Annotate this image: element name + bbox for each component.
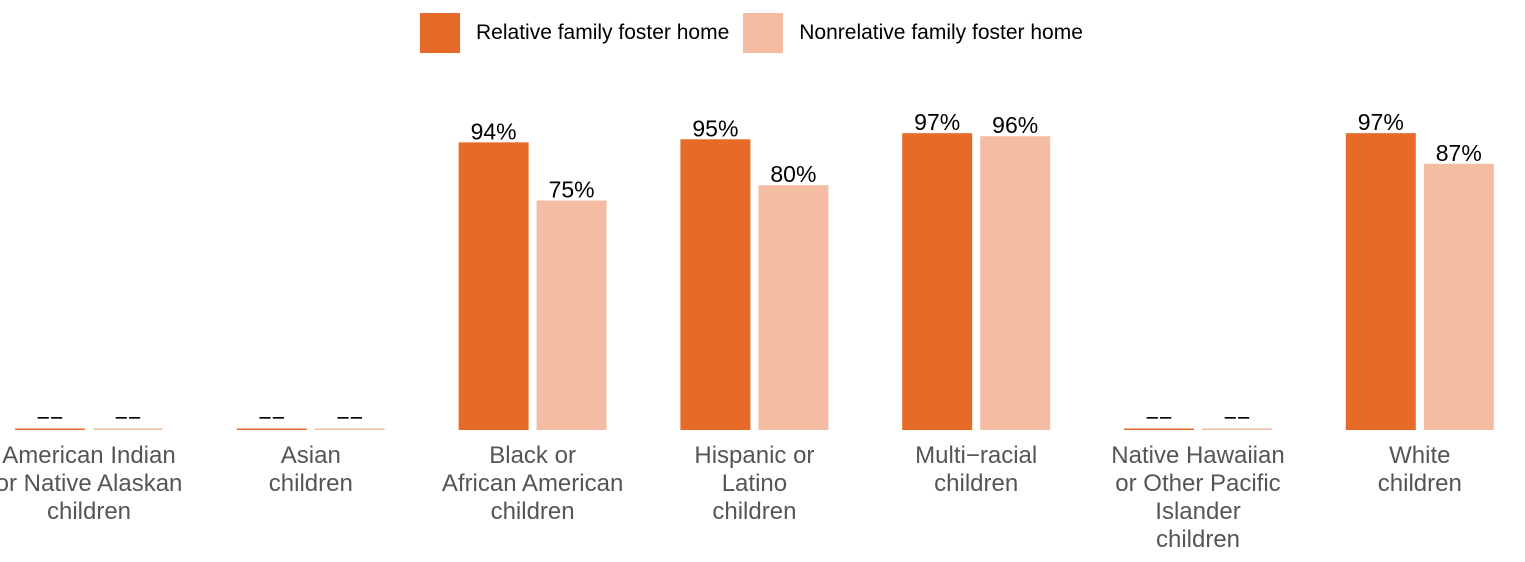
bar-relative-0 [15,428,85,430]
data-label-relative-1: −− [258,405,285,431]
legend-item-nonrelative: Nonrelative family foster home [743,13,1083,53]
bar-nonrelative-4 [980,136,1051,431]
data-label-nonrelative-2: 75% [549,177,595,203]
bar-nonrelative-0 [93,428,163,430]
bar-relative-1 [236,428,307,430]
bar-nonrelative-1 [314,428,385,430]
category-label-6: White children [1378,442,1462,497]
data-label-nonrelative-5: −− [1224,405,1251,431]
data-label-nonrelative-6: 87% [1436,140,1482,166]
category-label-2: Black or African American children [442,442,623,525]
legend-swatch-relative [420,13,460,53]
legend-item-relative: Relative family foster home [420,13,729,53]
legend-label-nonrelative: Nonrelative family foster home [799,21,1083,44]
data-label-relative-3: 95% [692,115,738,141]
data-label-relative-4: 97% [914,109,960,135]
category-label-4: Multi−racial children [915,442,1037,497]
category-label-0: American Indian or Native Alaskan children [0,442,182,525]
legend-label-relative: Relative family foster home [476,21,730,44]
bar-relative-2 [458,142,529,431]
bar-nonrelative-5 [1202,428,1272,430]
bar-relative-3 [680,139,751,431]
category-label-3: Hispanic or Latino children [694,442,814,525]
bar-relative-4 [902,133,973,430]
legend-swatch-nonrelative [743,13,784,53]
data-label-nonrelative-4: 96% [992,112,1038,138]
bar-nonrelative-2 [536,200,607,430]
bar-relative-6 [1345,133,1416,430]
data-label-relative-0: −− [37,405,64,431]
bar-nonrelative-6 [1423,163,1494,430]
data-label-nonrelative-0: −− [115,405,142,431]
data-label-relative-2: 94% [471,118,517,144]
bar-nonrelative-3 [758,185,829,430]
category-label-5: Native Hawaiian or Other Pacific Islander c… [1111,442,1284,553]
data-label-relative-5: −− [1146,405,1173,431]
data-label-nonrelative-3: 80% [770,161,816,187]
data-label-nonrelative-1: −− [336,405,363,431]
bar-relative-5 [1124,428,1194,430]
data-label-relative-6: 97% [1358,109,1404,135]
legend: Relative family foster home Nonrelative … [420,13,1097,53]
category-label-1: Asian children [269,442,353,497]
